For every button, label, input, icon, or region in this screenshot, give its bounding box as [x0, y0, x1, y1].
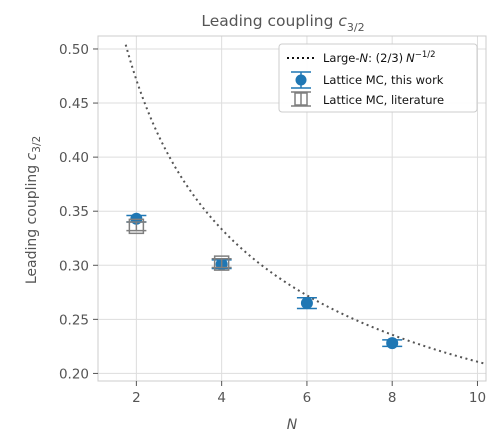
x-tick-label: 4 [217, 390, 226, 406]
x-ticks: 2 4 6 8 10 [132, 381, 486, 406]
x-tick-label: 8 [388, 390, 397, 406]
y-tick-label: 0.45 [59, 96, 89, 112]
x-tick-label: 10 [469, 390, 486, 406]
x-axis-label: N [287, 417, 298, 433]
y-tick-label: 0.30 [59, 258, 89, 274]
chart-title: Leading coupling c3/2 [201, 12, 364, 34]
legend-literature-label: Lattice MC, literature [323, 93, 444, 107]
x-tick-label: 6 [303, 390, 312, 406]
legend: Large-N: (2/3) N−1/2 Lattice MC, this wor… [279, 44, 477, 112]
data-point-this-work [382, 337, 402, 349]
y-tick-label: 0.35 [59, 204, 89, 220]
y-tick-label: 0.20 [59, 366, 89, 382]
data-point-literature [212, 256, 232, 270]
x-tick-label: 2 [132, 390, 141, 406]
legend-this-work-label: Lattice MC, this work [323, 73, 444, 87]
y-tick-label: 0.50 [59, 42, 89, 58]
y-tick-label: 0.25 [59, 312, 89, 328]
point-marker [301, 297, 313, 309]
points-layer [126, 213, 402, 349]
y-tick-label: 0.40 [59, 150, 89, 166]
y-ticks: 0.20 0.25 0.30 0.35 0.40 0.45 0.50 [59, 42, 98, 382]
y-axis-label: Leading coupling c3/2 [24, 136, 43, 284]
point-marker [386, 337, 398, 349]
data-point-literature [126, 219, 146, 233]
